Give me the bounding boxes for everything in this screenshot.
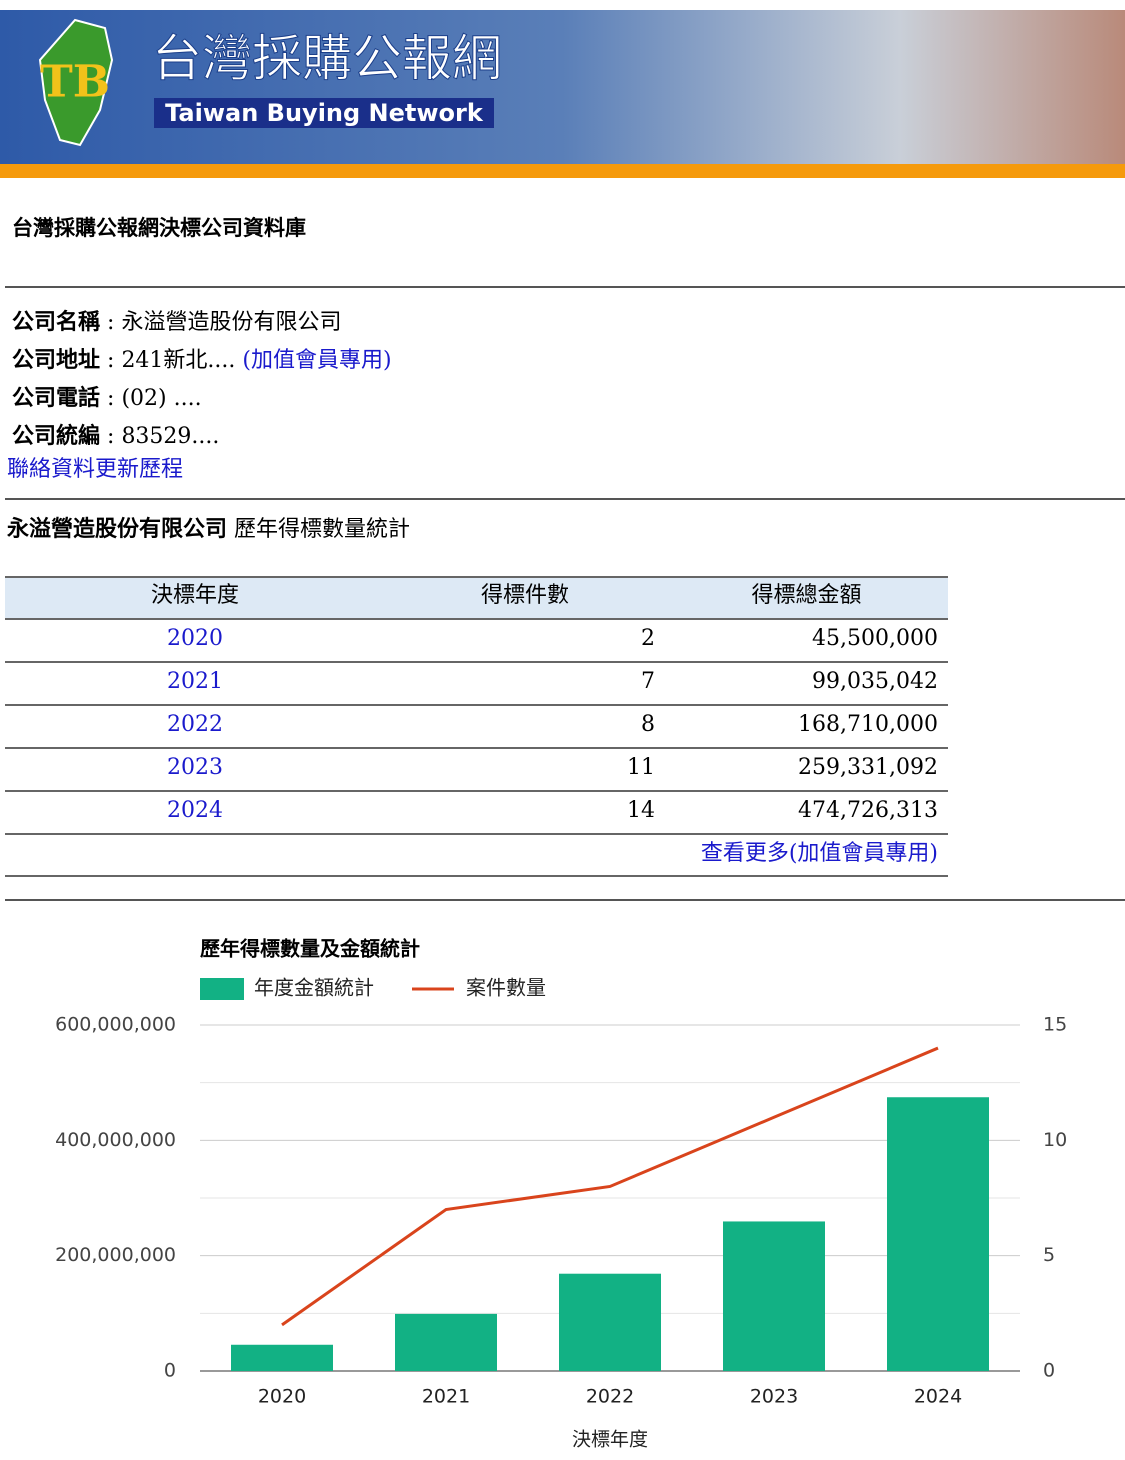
info-value: 永溢營造股份有限公司 — [121, 310, 342, 335]
table-rule — [5, 576, 948, 578]
table-cell: 7 — [641, 669, 655, 694]
y2-tick-label: 0 — [1043, 1360, 1055, 1382]
banner: TB 台灣採購公報網 Taiwan Buying Network — [0, 10, 1125, 178]
info-row: 公司統編 : 83529.... — [12, 425, 219, 448]
table-header: 得標總金額 — [751, 583, 862, 608]
y-tick-label: 400,000,000 — [55, 1129, 176, 1151]
separator: : — [107, 310, 115, 335]
table-rule — [5, 747, 948, 749]
info-label: 公司統編 — [12, 423, 101, 449]
y-tick-label: 0 — [164, 1360, 176, 1382]
bar — [723, 1221, 825, 1371]
legend-label: 年度金額統計 — [254, 976, 374, 1000]
bar — [559, 1273, 661, 1371]
table-cell: 259,331,092 — [798, 755, 938, 780]
y2-tick-label: 5 — [1043, 1244, 1055, 1266]
separator: : — [107, 424, 115, 449]
history-link[interactable]: 聯絡資料更新歷程 — [7, 457, 184, 482]
x-tick-label: 2021 — [422, 1386, 470, 1408]
table-header-bg — [5, 577, 948, 618]
y2-tick-label: 10 — [1043, 1129, 1067, 1151]
bar — [395, 1313, 497, 1371]
x-tick-label: 2023 — [750, 1386, 798, 1408]
stats-text: 歷年得標數量統計 — [234, 517, 411, 542]
bar — [887, 1097, 989, 1371]
site-title: 台灣採購公報網 — [152, 30, 502, 88]
table-rule — [5, 833, 948, 835]
divider — [5, 498, 1125, 500]
table-cell: 168,710,000 — [798, 712, 938, 737]
site-subtitle: Taiwan Buying Network — [165, 99, 484, 127]
stats-company: 永溢營造股份有限公司 — [7, 516, 228, 542]
more-link[interactable]: 查看更多(加值會員專用) — [700, 841, 938, 866]
info-row: 公司電話 : (02) .... — [12, 387, 202, 410]
table-cell: 8 — [641, 712, 655, 737]
year-link[interactable]: 2021 — [167, 669, 223, 694]
x-tick-label: 2020 — [258, 1386, 306, 1408]
table-rule — [5, 661, 948, 663]
y-tick-label: 200,000,000 — [55, 1244, 176, 1266]
y2-tick-label: 15 — [1043, 1014, 1067, 1036]
y-tick-label: 600,000,000 — [55, 1014, 176, 1036]
info-value: 83529.... — [121, 424, 220, 449]
chart: 歷年得標數量及金額統計 0 200,000,000 400,000,000 600,0… — [55, 937, 1067, 1451]
table-cell: 2 — [641, 626, 655, 651]
x-axis-label: 決標年度 — [572, 1429, 648, 1451]
logo: TB — [40, 57, 110, 108]
logo-island — [38, 18, 114, 147]
table-header: 決標年度 — [150, 583, 239, 608]
table-cell: 14 — [627, 798, 655, 823]
year-link[interactable]: 2024 — [167, 798, 223, 823]
info-label: 公司地址 — [12, 347, 101, 373]
info-row: 公司名稱 : 永溢營造股份有限公司 — [12, 311, 341, 334]
table-rule — [5, 790, 948, 792]
table-cell: 11 — [627, 755, 655, 780]
year-link[interactable]: 2022 — [167, 712, 223, 737]
table-rule — [5, 875, 948, 877]
page-title: 台灣採購公報網決標公司資料庫 — [12, 215, 306, 240]
table-cell: 45,500,000 — [812, 626, 938, 651]
legend-label: 案件數量 — [466, 976, 546, 1000]
line — [281, 1046, 939, 1327]
separator: : — [107, 386, 115, 411]
stats-title: 永溢營造股份有限公司 歷年得標數量統計 — [7, 518, 410, 541]
x-tick-label: 2022 — [586, 1386, 634, 1408]
info-row: 公司地址 : 241新北.... (加值會員專用) — [12, 349, 392, 372]
info-label: 公司電話 — [12, 385, 101, 411]
info-value: 241新北.... — [121, 348, 236, 373]
table-header: 得標件數 — [480, 583, 569, 608]
year-link[interactable]: 2023 — [167, 755, 223, 780]
table-rule — [5, 704, 948, 706]
banner-stripe — [0, 164, 1125, 178]
table-rule — [5, 618, 948, 620]
divider — [5, 286, 1125, 288]
member-link[interactable]: (加值會員專用) — [242, 348, 392, 373]
info-label: 公司名稱 — [12, 309, 101, 335]
legend-swatch — [200, 978, 244, 1000]
table-cell: 99,035,042 — [812, 669, 938, 694]
divider — [5, 899, 1125, 901]
info-value: (02) .... — [121, 386, 202, 411]
chart-title: 歷年得標數量及金額統計 — [200, 937, 420, 961]
table-cell: 474,726,313 — [798, 798, 938, 823]
banner-bg — [0, 10, 1125, 166]
separator: : — [107, 348, 115, 373]
x-tick-label: 2024 — [914, 1386, 962, 1408]
subtitle-bg — [154, 98, 494, 128]
year-link[interactable]: 2020 — [167, 626, 223, 651]
bar — [231, 1344, 333, 1371]
